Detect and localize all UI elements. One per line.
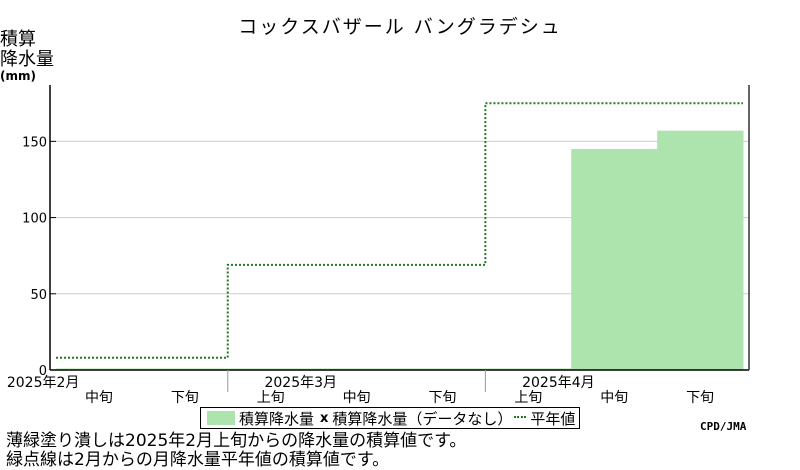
note-line-1: 薄緑塗り潰しは2025年2月上旬からの降水量の積算値です。 <box>6 431 467 451</box>
precip-bar <box>141 368 229 370</box>
note-line-2: 緑点線は2月からの月降水量平年値の積算値です。 <box>6 450 390 470</box>
legend-normal-swatch <box>514 415 527 418</box>
chart-title: コックスバザール バングラデシュ <box>238 16 562 38</box>
precip-bar <box>485 368 572 370</box>
precip-bar <box>313 368 400 370</box>
normal-step-line <box>56 102 743 359</box>
precip-bar <box>657 130 744 370</box>
legend-fill-label: 積算降水量 <box>239 409 315 428</box>
legend-normal-label: 平年値 <box>530 409 576 428</box>
y-axis-unit: (mm) <box>0 69 36 83</box>
x-tick-label: 上旬 <box>257 390 285 406</box>
y-tick-label: 50 <box>30 288 47 303</box>
x-tick-label: 中旬 <box>85 390 113 406</box>
x-tick-label: 上旬 <box>514 390 542 406</box>
x-month-label: 2025年3月 <box>264 375 337 391</box>
credit-text: CPD/JMA <box>700 420 747 433</box>
legend-nodata-label: 積算降水量（データなし） <box>332 409 513 428</box>
y-tick-label: 150 <box>22 135 47 150</box>
precip-bar <box>56 368 143 370</box>
x-tick-label: 下旬 <box>428 390 456 406</box>
x-tick-label: 中旬 <box>343 390 371 406</box>
y-axis-label-line2: 降水量 <box>0 49 54 70</box>
x-month-label: 2025年4月 <box>522 375 595 391</box>
y-axis-label: 積算 降水量 (mm) <box>0 29 54 83</box>
y-axis-label-line1: 積算 <box>0 29 36 50</box>
x-tick-label: 下旬 <box>171 390 199 406</box>
x-tick-label: 下旬 <box>686 390 714 406</box>
legend-nodata-marker: x <box>320 410 329 426</box>
y-tick-label: 100 <box>22 212 47 227</box>
precip-bar <box>571 148 658 370</box>
x-month-label: 2025年2月 <box>7 375 80 391</box>
chart-legend: 積算降水量 x 積算降水量（データなし） 平年値 <box>200 407 581 429</box>
legend-fill-swatch <box>207 411 235 425</box>
x-tick-label: 中旬 <box>600 390 628 406</box>
precip-bar <box>399 368 486 370</box>
precip-bar <box>227 368 315 370</box>
y-tick-label: 0 <box>39 364 47 379</box>
